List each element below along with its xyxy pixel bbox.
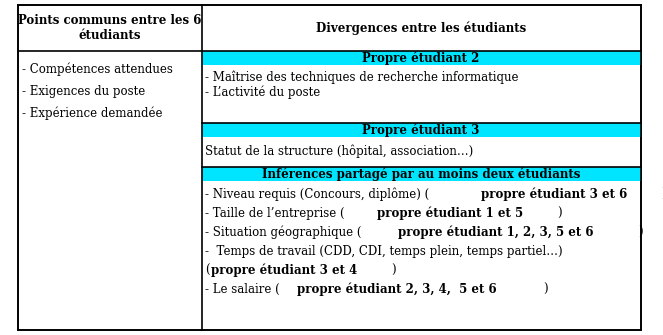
Text: - Niveau requis (Concours, diplôme) (: - Niveau requis (Concours, diplôme) ( <box>206 187 430 201</box>
Text: Statut de la structure (hôpital, association…): Statut de la structure (hôpital, associa… <box>206 144 473 158</box>
Text: -  Temps de travail (CDD, CDI, temps plein, temps partiel…): - Temps de travail (CDD, CDI, temps plei… <box>206 245 563 258</box>
Text: propre étudiant 1, 2, 3, 5 et 6: propre étudiant 1, 2, 3, 5 et 6 <box>398 225 593 239</box>
Text: - Expérience demandée: - Expérience demandée <box>22 106 162 120</box>
Text: - Compétences attendues: - Compétences attendues <box>22 62 172 76</box>
Text: Divergences entre les étudiants: Divergences entre les étudiants <box>316 21 526 35</box>
Text: propre étudiant 1 et 5: propre étudiant 1 et 5 <box>377 206 523 220</box>
Text: Points communs entre les 6
étudiants: Points communs entre les 6 étudiants <box>18 14 202 42</box>
Text: Propre étudiant 3: Propre étudiant 3 <box>363 123 480 137</box>
Text: propre étudiant 2, 3, 4,  5 et 6: propre étudiant 2, 3, 4, 5 et 6 <box>298 282 497 296</box>
Text: - L’activité du poste: - L’activité du poste <box>206 85 321 99</box>
Text: Propre étudiant 2: Propre étudiant 2 <box>363 51 480 65</box>
Text: propre étudiant 3 et 6: propre étudiant 3 et 6 <box>481 187 628 201</box>
Text: - Taille de l’entreprise (: - Taille de l’entreprise ( <box>206 206 345 219</box>
Bar <box>202 51 640 65</box>
Text: - Maîtrise des techniques de recherche informatique: - Maîtrise des techniques de recherche i… <box>206 70 519 84</box>
Text: ): ) <box>557 206 562 219</box>
Text: - Exigences du poste: - Exigences du poste <box>22 84 145 97</box>
Text: propre étudiant 3 et 4: propre étudiant 3 et 4 <box>211 263 357 277</box>
Text: - Situation géographique (: - Situation géographique ( <box>206 225 362 239</box>
Text: (: ( <box>206 264 210 276</box>
Text: ): ) <box>638 225 643 239</box>
Text: ): ) <box>391 264 396 276</box>
Bar <box>202 123 640 137</box>
Text: ): ) <box>662 188 663 201</box>
Text: Inférences partagé par au moins deux étudiants: Inférences partagé par au moins deux étu… <box>262 167 580 181</box>
Bar <box>202 167 640 181</box>
Text: - Le salaire (: - Le salaire ( <box>206 282 280 295</box>
FancyBboxPatch shape <box>18 5 640 330</box>
Text: ): ) <box>543 282 548 295</box>
